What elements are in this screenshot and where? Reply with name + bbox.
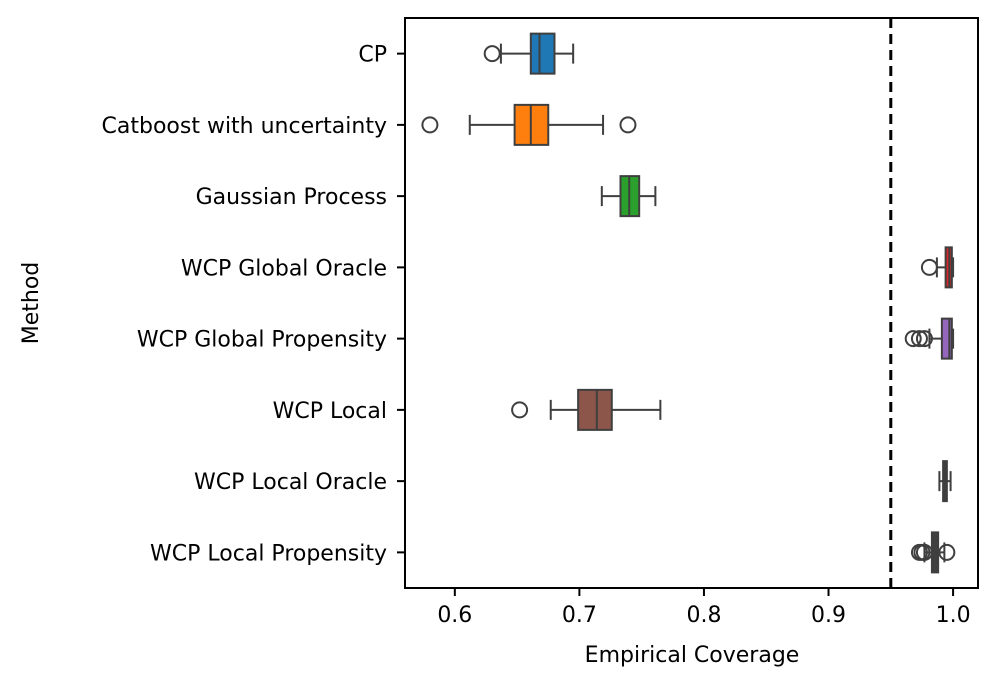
outlier-point [421, 116, 439, 134]
box [577, 388, 613, 431]
outlier-point [619, 116, 637, 134]
x-tick-label: 0.9 [811, 603, 846, 628]
box-group [421, 103, 637, 146]
y-tick-label: CP [358, 43, 387, 68]
outlier-point [938, 543, 956, 561]
box-group [938, 460, 952, 503]
x-tick-label: 1.0 [936, 603, 971, 628]
outlier-point [915, 330, 933, 348]
y-tick-label: Gaussian Process [196, 185, 387, 210]
y-tick-label: WCP Local [273, 399, 387, 424]
box-group [600, 175, 657, 218]
box [529, 32, 556, 75]
y-tick-label: WCP Global Oracle [181, 256, 387, 281]
axes-layer: 0.6 0.7 0.8 0.9 1.0 CP Catboost with uncertain… [102, 17, 979, 628]
outlier-point [511, 401, 529, 419]
x-tick-label: 0.7 [562, 603, 597, 628]
outlier-point [915, 543, 933, 561]
box-group [904, 317, 955, 360]
outlier-point [483, 45, 501, 63]
x-tick-label: 0.6 [437, 603, 472, 628]
plot-frame [404, 17, 979, 589]
x-axis-label: Empirical Coverage [585, 643, 800, 668]
y-tick-label: WCP Local Propensity [150, 541, 387, 566]
box-group [511, 388, 662, 431]
y-tick-label: WCP Global Propensity [137, 328, 387, 353]
box-group [910, 531, 956, 574]
outlier-point [904, 330, 922, 348]
x-tick-label: 0.8 [686, 603, 721, 628]
y-tick-label: WCP Local Oracle [194, 470, 387, 495]
plot-content [421, 18, 956, 588]
box-group [483, 32, 575, 75]
outlier-point [920, 258, 938, 276]
y-tick-label: Catboost with uncertainty [102, 114, 387, 139]
y-axis-label: Method [19, 262, 44, 345]
outlier-point [910, 330, 928, 348]
box-group [920, 246, 955, 289]
box [940, 317, 953, 360]
